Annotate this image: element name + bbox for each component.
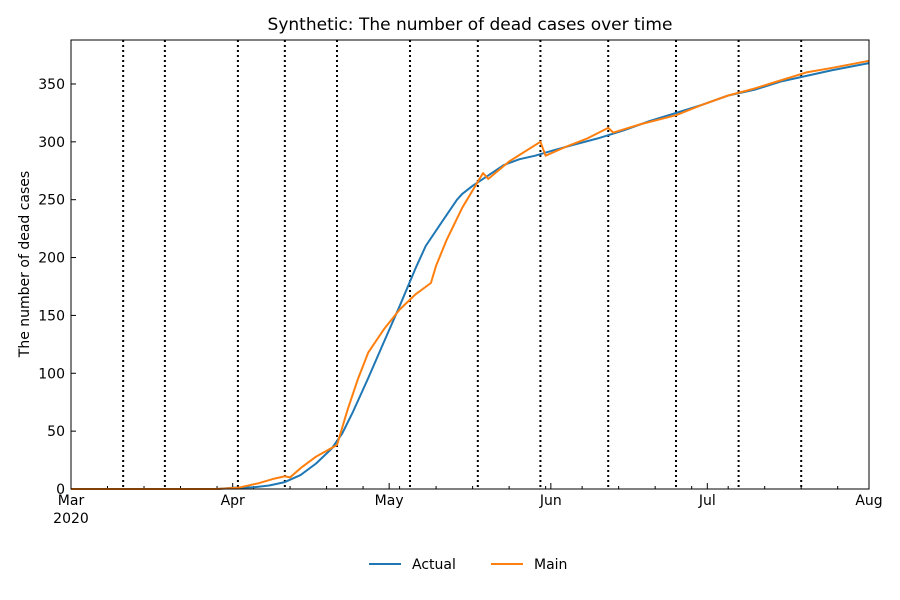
x-axis: Mar 2020 Apr May Jun Jul Aug <box>53 483 883 527</box>
y-axis-label: The number of dead cases <box>17 171 33 358</box>
y-tick-label: 50 <box>47 424 65 440</box>
x-tick-label: Apr <box>221 493 245 509</box>
y-tick-label: 150 <box>38 308 65 324</box>
series-line-actual <box>71 62 870 490</box>
y-tick-label: 0 <box>56 482 65 498</box>
series-lines <box>71 59 870 490</box>
legend: Actual Main <box>369 557 567 573</box>
x-tick-sublabel: 2020 <box>53 511 89 527</box>
plot-frame <box>70 39 870 490</box>
y-axis: 0 50 100 150 200 250 300 350 <box>38 77 76 498</box>
legend-label: Actual <box>412 557 456 573</box>
x-tick-label: Aug <box>855 493 882 509</box>
chart-title: Synthetic: The number of dead cases over… <box>268 15 673 35</box>
y-tick-label: 250 <box>38 193 65 209</box>
x-tick-label: Jun <box>539 493 562 509</box>
x-tick-label: Mar <box>58 493 85 509</box>
legend-label: Main <box>534 557 567 573</box>
y-tick-label: 100 <box>38 366 65 382</box>
x-tick-label: Jul <box>698 493 716 509</box>
y-tick-label: 200 <box>38 251 65 267</box>
x-tick-label: May <box>375 493 404 509</box>
y-tick-label: 300 <box>38 135 65 151</box>
change-point-lines <box>122 40 803 489</box>
series-line-main <box>71 59 870 490</box>
y-tick-label: 350 <box>38 77 65 93</box>
